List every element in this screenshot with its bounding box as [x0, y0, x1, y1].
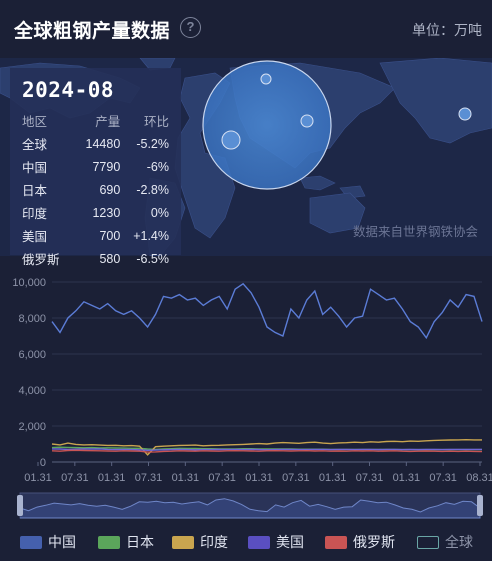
- x-tick-label: 01.31: [172, 472, 200, 484]
- zoom-handle-left[interactable]: [17, 495, 23, 516]
- india-bubble: [221, 130, 241, 150]
- col-region: 地区: [22, 115, 48, 129]
- legend-item-美国[interactable]: 美国: [248, 532, 304, 552]
- x-tick-label: 01.31: [24, 472, 52, 484]
- zoom-handle-right[interactable]: [477, 495, 483, 516]
- legend-label: 日本: [126, 534, 154, 550]
- source-note: 数据来自世界钢铁协会: [352, 225, 478, 239]
- region-output: 690: [99, 182, 121, 197]
- legend-label: 美国: [276, 534, 304, 550]
- x-tick-label: 01.31: [393, 472, 421, 484]
- legend-label: 全球: [445, 534, 473, 550]
- y-tick-label: 0: [40, 457, 46, 469]
- info-row: 日本 690 -2.8%: [22, 178, 169, 201]
- usa-bubble: [458, 107, 472, 121]
- region-name: 日本: [22, 184, 48, 198]
- question-circle-icon[interactable]: ?: [180, 17, 201, 38]
- line-chart[interactable]: 0 2,000 4,000 6,000 8,000 10,000 01.31 07.31 01.…: [0, 262, 492, 492]
- legend-swatch: [248, 535, 270, 549]
- series-line-俄罗斯[interactable]: [51, 449, 483, 453]
- region-change: 0%: [150, 205, 169, 220]
- region-name: 全球: [22, 138, 48, 152]
- series-line-印度[interactable]: [51, 438, 482, 456]
- info-row: 中国 7790 -6%: [22, 155, 169, 178]
- legend-item-全球[interactable]: 全球: [417, 532, 473, 552]
- x-tick-label: 07.31: [135, 472, 163, 484]
- x-tick-label: 01.31: [98, 472, 126, 484]
- y-tick-label: 10,000: [12, 277, 46, 289]
- header: 全球粗钢产量数据 ? 单位：万吨: [0, 0, 492, 58]
- legend-swatch: [98, 535, 120, 549]
- x-tick-label: 07.31: [61, 472, 89, 484]
- col-change: 环比: [143, 115, 169, 129]
- y-tick-label: 8,000: [18, 313, 46, 325]
- info-date: 2024-08: [22, 78, 115, 102]
- y-tick-label: 4,000: [18, 385, 46, 397]
- region-output: 14480: [85, 136, 121, 151]
- legend-label: 印度: [200, 534, 228, 550]
- region-name: 俄罗斯: [22, 253, 60, 267]
- legend-label: 俄罗斯: [353, 534, 395, 550]
- x-tick-label: 01.31: [319, 472, 347, 484]
- legend: 中国 日本 印度 美国 俄罗斯 全球: [0, 526, 492, 556]
- x-tick-label: 08.31: [466, 472, 492, 484]
- legend-item-印度[interactable]: 印度: [172, 532, 228, 552]
- region-output: 700: [99, 228, 121, 243]
- x-tick-label: 07.31: [208, 472, 236, 484]
- region-change: -2.8%: [136, 182, 169, 197]
- x-tick-label: 07.31: [282, 472, 310, 484]
- info-row: 美国 700 +1.4%: [22, 224, 169, 247]
- unit-label: 单位：万吨: [412, 22, 482, 38]
- world-map[interactable]: [0, 58, 492, 256]
- region-change: +1.4%: [133, 228, 169, 243]
- series-line-美国[interactable]: [51, 448, 482, 452]
- x-tick-label: 07.31: [356, 472, 384, 484]
- info-row: 俄罗斯 580 -6.5%: [22, 247, 169, 270]
- region-output: 580: [99, 251, 121, 266]
- y-tick-label: 6,000: [18, 349, 46, 361]
- legend-swatch: [20, 535, 42, 549]
- y-tick-label: 2,000: [18, 421, 46, 433]
- x-tick-label: 07.31: [429, 472, 457, 484]
- zoom-preview-line: [19, 498, 481, 519]
- russia-bubble: [260, 73, 272, 85]
- china-bubble: [202, 60, 332, 190]
- info-table: 地区 产量 环比 全球 14480 -5.2% 中国 7790 -6% 日本 690 -2.8%…: [22, 110, 169, 270]
- region-output: 1230: [92, 205, 121, 220]
- data-zoom-slider[interactable]: [0, 492, 492, 520]
- legend-swatch: [417, 535, 439, 549]
- info-row: 全球 14480 -5.2%: [22, 132, 169, 155]
- chart-svg: 0 2,000 4,000 6,000 8,000 10,000 01.31 07.31 01.…: [12, 277, 492, 484]
- region-name: 中国: [22, 161, 48, 175]
- legend-item-俄罗斯[interactable]: 俄罗斯: [325, 532, 395, 552]
- legend-item-中国[interactable]: 中国: [20, 532, 76, 552]
- region-name: 美国: [22, 230, 48, 244]
- col-output: 产量: [95, 115, 121, 129]
- region-change: -5.2%: [136, 136, 169, 151]
- legend-item-日本[interactable]: 日本: [98, 532, 154, 552]
- legend-swatch: [172, 535, 194, 549]
- info-panel: 2024-08 地区 产量 环比 全球 14480 -5.2% 中国 7790 -6% 日本…: [10, 68, 181, 267]
- x-tick-label: 01.31: [245, 472, 273, 484]
- info-row: 印度 1230 0%: [22, 201, 169, 224]
- page-title: 全球粗钢产量数据: [14, 21, 171, 42]
- japan-bubble: [300, 114, 314, 128]
- legend-label: 中国: [48, 534, 76, 550]
- region-change: -6%: [146, 159, 169, 174]
- legend-swatch: [325, 535, 347, 549]
- region-name: 印度: [22, 207, 48, 221]
- series-line-中国[interactable]: [51, 282, 483, 340]
- region-output: 7790: [92, 159, 121, 174]
- region-change: -6.5%: [136, 251, 169, 266]
